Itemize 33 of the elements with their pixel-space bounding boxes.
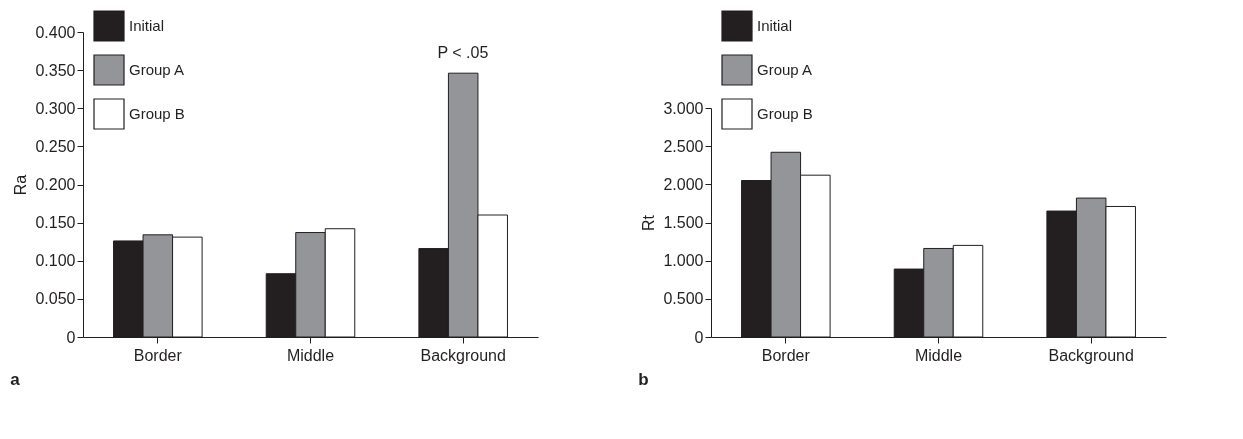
legend-label: Initial [757,17,793,34]
legend-label: Group B [757,105,813,122]
y-axis-title: Ra [12,174,30,196]
y-tick-label: 3.000 [663,99,704,117]
text: b [638,369,649,389]
y-axis-title: Rt [640,214,658,231]
y-tick-label: 0.050 [35,290,76,308]
y-tick-label: 0.250 [35,137,76,155]
y-tick-label: 0 [694,328,704,346]
y-tick-label: 0.200 [35,176,76,193]
x-tick-label: Background [1048,346,1134,364]
x-tick-label: Background [420,346,506,364]
y-tick-label: 2.000 [663,175,704,193]
y-tick-label: 0 [66,328,76,346]
legend-label: Group B [129,105,185,122]
y-tick-label: 2.500 [663,137,704,155]
y-tick-label: 0.500 [663,290,704,308]
y-tick-label: 1.000 [663,252,704,270]
y-tick-label: 0.300 [35,99,76,117]
text: a [10,369,21,389]
legend-label: Group A [129,61,185,78]
x-tick-label: Middle [914,346,963,364]
y-tick-label: 0.100 [35,252,76,270]
x-tick-label: Border [133,346,183,364]
y-tick-label: 0.350 [35,61,76,79]
x-tick-label: Middle [286,346,335,364]
legend-label: Initial [129,17,165,34]
annotation: P < .05 [437,44,489,62]
y-tick-label: 0.150 [35,214,76,232]
x-tick-label: Border [761,346,811,364]
y-tick-label: 1.500 [663,214,704,231]
y-tick-label: 0.400 [35,23,76,41]
legend-label: Group A [757,61,813,78]
